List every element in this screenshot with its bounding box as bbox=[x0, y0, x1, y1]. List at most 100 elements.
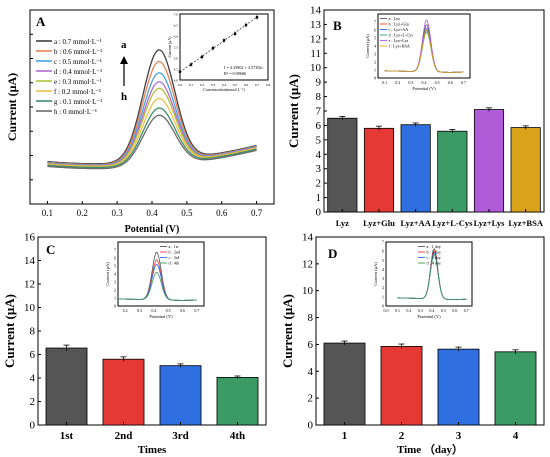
inset-y-tick-label: 7 bbox=[114, 248, 116, 253]
legend-label: c : 0.5 mmol·L⁻¹ bbox=[54, 58, 102, 66]
bar bbox=[216, 377, 259, 426]
inset-y-tick-label: 1 bbox=[382, 294, 384, 299]
inset-point bbox=[189, 63, 193, 66]
y-tick-label: 1 bbox=[316, 192, 322, 204]
inset-frame bbox=[385, 241, 473, 307]
inset-x-tick-label: 0.0 bbox=[384, 308, 389, 313]
arrow-bottom-label: h bbox=[121, 91, 127, 103]
inset-legend-label: c : 3rd bbox=[169, 255, 181, 260]
x-axis-label: Time （day） bbox=[397, 443, 463, 456]
inset-y-tick-label: 2 bbox=[114, 288, 116, 293]
y-tick-label: 0 bbox=[30, 420, 36, 432]
x-axis-label: Times bbox=[138, 444, 167, 456]
inset-legend-label: d : 4 day bbox=[427, 261, 442, 266]
y-tick-label: 9 bbox=[316, 77, 322, 89]
bar bbox=[327, 117, 358, 213]
inset-legend-label: f : Lyz+BSA bbox=[389, 44, 410, 49]
inset-y-label: Current (μA) bbox=[167, 36, 172, 58]
y-tick-label: 5 bbox=[316, 134, 322, 146]
inset-y-tick-label: 6 bbox=[382, 249, 384, 254]
inset-series-line bbox=[118, 271, 197, 301]
panel-a: 0.1 0.2 0.3 0.4 0.5 0.6 0.7 Potential (V) Curren… bbox=[5, 9, 275, 235]
inset-y-tick-label: 3 bbox=[382, 276, 384, 281]
series-line bbox=[47, 107, 257, 169]
x-tick-label: 0.3 bbox=[112, 208, 124, 218]
inset-y-tick-label: 2 bbox=[382, 285, 384, 290]
y-tick-label: 14 bbox=[302, 232, 314, 244]
inset-point bbox=[211, 46, 215, 50]
x-axis-label: Potential (V) bbox=[125, 224, 180, 235]
category-label: Lyz+AA bbox=[400, 218, 431, 228]
inset-legend-label: a : Lyz bbox=[389, 16, 401, 21]
inset-x-tick-label: 0.7 bbox=[464, 308, 469, 313]
inset-y-tick-label: 4 bbox=[114, 272, 116, 277]
inset-x-tick-label: 0.6 bbox=[452, 308, 457, 313]
category-label: 1st bbox=[60, 430, 74, 442]
inset-legend-label: a : 1 day bbox=[427, 244, 442, 249]
y-tick-label: 8 bbox=[30, 326, 36, 338]
inset-x-tick-label: 0.2 bbox=[200, 83, 205, 87]
inset-y-tick-label: 7.0 bbox=[174, 13, 179, 17]
inset-x-tick-label: 0.6 bbox=[180, 308, 185, 313]
category-label: 2nd bbox=[115, 430, 133, 442]
axis-frame bbox=[315, 236, 545, 426]
inset-point bbox=[200, 55, 204, 59]
category-label: Lyz+L-Cys bbox=[432, 218, 473, 228]
y-tick-label: 8 bbox=[316, 91, 322, 103]
x-tick-label: 0.6 bbox=[216, 208, 228, 218]
inset-x-tick-label: 0.4 bbox=[429, 308, 434, 313]
inset-y-tick-label: 7 bbox=[374, 20, 376, 25]
inset-y-tick-label: 4 bbox=[382, 267, 384, 272]
bar bbox=[400, 124, 431, 213]
y-tick-label: 2 bbox=[30, 396, 36, 408]
inset-x-tick-label: 0.5 bbox=[441, 308, 446, 313]
inset-x-tick-label: 0.6 bbox=[244, 83, 249, 87]
inset-y-tick-label: 4.5 bbox=[174, 68, 179, 72]
inset-y-tick-label: 3 bbox=[374, 52, 376, 57]
inset-series-line bbox=[118, 259, 197, 301]
y-tick-label: 6 bbox=[30, 349, 36, 361]
inset-point bbox=[233, 32, 237, 35]
inset-legend-label: a : 1st bbox=[169, 244, 180, 249]
inset-series-line bbox=[397, 254, 467, 300]
inset-y-tick-label: 1 bbox=[114, 296, 116, 301]
y-tick-label: 0 bbox=[308, 420, 314, 432]
inset-series-line bbox=[384, 29, 464, 73]
inset-y-tick-label: 6 bbox=[374, 28, 376, 33]
inset-y-label: Current (μA) bbox=[365, 34, 370, 58]
inset-point bbox=[222, 39, 226, 42]
inset-y-tick-label: 2 bbox=[374, 60, 376, 65]
inset-y-tick-label: 6.5 bbox=[174, 24, 179, 28]
y-tick-label: 4 bbox=[30, 373, 36, 385]
inset-x-tick-label: 0.3 bbox=[418, 308, 423, 313]
inset-y-tick-label: 0 bbox=[114, 304, 116, 309]
y-tick-label: 12 bbox=[310, 33, 321, 45]
inset-x-tick-label: 0.4 bbox=[151, 308, 156, 313]
y-tick-label: 14 bbox=[310, 5, 322, 17]
y-tick-label: 13 bbox=[310, 19, 322, 31]
inset-fit-line bbox=[179, 16, 258, 73]
inset-equation: I = 4.35902 + 3.57302c bbox=[224, 65, 264, 70]
y-tick-label: 11 bbox=[310, 48, 321, 60]
inset-x-tick-label: 0.3 bbox=[211, 83, 216, 87]
inset-x-tick-label: 0.7 bbox=[461, 80, 466, 85]
inset-y-tick-label: 0 bbox=[374, 76, 376, 81]
legend-label: f : 0.2 mmol·L⁻¹ bbox=[54, 88, 101, 96]
inset-x-tick-label: 0.8 bbox=[266, 83, 271, 87]
bar bbox=[437, 348, 480, 426]
inset-legend-label: c : 3 day bbox=[427, 255, 442, 260]
bar bbox=[363, 127, 395, 213]
inset-y-tick-label: 1 bbox=[374, 68, 376, 73]
arrow-head bbox=[120, 56, 128, 64]
series-line bbox=[47, 114, 257, 170]
inset-y-tick-label: 5 bbox=[382, 258, 384, 263]
inset-y-tick-label: 5 bbox=[114, 264, 116, 269]
inset-x-tick-label: 0.7 bbox=[194, 308, 199, 313]
inset-point bbox=[244, 23, 248, 27]
inset-x-tick-label: 0.2 bbox=[406, 308, 411, 313]
y-tick-label: 2 bbox=[316, 178, 322, 190]
legend-label: e : 0.3 mmol·L⁻¹ bbox=[54, 78, 102, 86]
y-tick-label: 6 bbox=[316, 120, 322, 132]
inset-legend-label: e : Lyz+Lys bbox=[389, 38, 409, 43]
